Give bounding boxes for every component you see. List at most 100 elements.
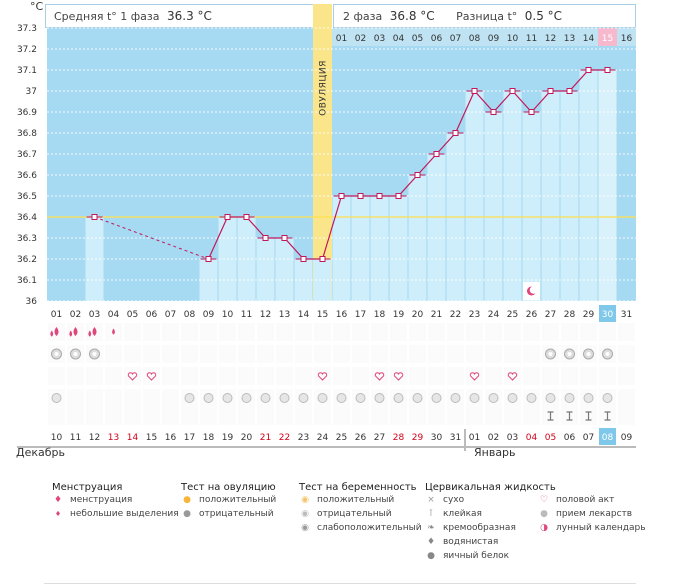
cycle-day-label: 30 bbox=[602, 310, 614, 320]
y-tick-label: 36.5 bbox=[17, 192, 37, 202]
heart-icon bbox=[127, 372, 138, 381]
row-cell bbox=[428, 345, 445, 363]
row-cell bbox=[371, 367, 388, 385]
row-cell bbox=[333, 407, 350, 425]
preg-negative-icon bbox=[412, 393, 423, 403]
row-cell bbox=[276, 367, 293, 385]
cycle-day-label: 02 bbox=[70, 310, 81, 320]
temp-bar bbox=[408, 175, 427, 301]
legend-label: водянистая bbox=[443, 537, 499, 547]
row-cell bbox=[523, 407, 540, 425]
row-cell bbox=[219, 367, 236, 385]
date-label: 16 bbox=[165, 433, 177, 443]
temp-bar bbox=[427, 154, 446, 301]
drop-heavy-icon bbox=[92, 327, 97, 336]
row-cell bbox=[200, 345, 217, 363]
dry-icon: × bbox=[427, 495, 435, 505]
date-label: 29 bbox=[412, 433, 424, 443]
temp-bar bbox=[351, 196, 370, 301]
cycle-day-label: 08 bbox=[184, 310, 196, 320]
date-label: 22 bbox=[279, 433, 290, 443]
date-label: 27 bbox=[374, 433, 385, 443]
row-cell bbox=[485, 345, 502, 363]
month-january: Январь bbox=[474, 446, 516, 459]
y-tick-label: 36.6 bbox=[17, 171, 37, 181]
cycle-day-label: 11 bbox=[241, 310, 252, 320]
temp-point bbox=[376, 193, 383, 199]
ovul-negative-core bbox=[73, 352, 78, 356]
phase1-value: 36.3 °C bbox=[167, 9, 212, 23]
legend-label: половой акт bbox=[556, 495, 615, 505]
date-label: 28 bbox=[393, 433, 405, 443]
row-cell bbox=[618, 345, 635, 363]
row-cell bbox=[200, 407, 217, 425]
y-tick-label: 37.2 bbox=[17, 45, 37, 55]
highlight-day-cell bbox=[599, 305, 616, 322]
row-cell bbox=[219, 407, 236, 425]
cycle-day-label: 12 bbox=[260, 310, 271, 320]
luteal-day-label: 13 bbox=[564, 34, 575, 44]
drop-light-icon bbox=[50, 330, 54, 337]
row-cell bbox=[295, 367, 312, 385]
row-cell bbox=[352, 345, 369, 363]
cycle-day-label: 18 bbox=[374, 310, 386, 320]
heart-icon bbox=[469, 372, 480, 381]
temp-point bbox=[205, 256, 212, 262]
legend-dry: × сухо bbox=[425, 495, 464, 505]
row-cell bbox=[124, 389, 141, 407]
row-cell bbox=[352, 367, 369, 385]
preg-negative-icon: ◉ bbox=[301, 509, 309, 519]
date-label: 23 bbox=[298, 433, 309, 443]
row-cell bbox=[257, 345, 274, 363]
row-cell bbox=[447, 367, 464, 385]
highlight-date-cell bbox=[599, 428, 616, 445]
legend-menstruation: ♦ менструация bbox=[52, 495, 132, 505]
temp-bar bbox=[275, 238, 294, 301]
luteal-day-label: 07 bbox=[450, 34, 461, 44]
row-cell bbox=[200, 323, 217, 341]
preg-negative-icon bbox=[260, 393, 271, 403]
legend-creamy: ❧ кремообразная bbox=[425, 523, 516, 533]
bbt-chart: 36 36.1 36.2 36.3 36.4 36.5 36.6 36.7 36.8 36.9 37… bbox=[17, 4, 636, 451]
drop-light-icon: ♦ bbox=[54, 510, 62, 518]
legend-watery: ♦ водянистая bbox=[425, 537, 498, 547]
preg-negative-icon bbox=[336, 393, 347, 403]
cycle-day-label: 19 bbox=[393, 310, 405, 320]
row-cell bbox=[504, 345, 521, 363]
sticky-icon bbox=[547, 411, 554, 421]
ovulation-label: ОВУЛЯЦИЯ bbox=[319, 60, 329, 116]
preg-negative-icon bbox=[298, 393, 309, 403]
legend-label: кремообразная bbox=[443, 523, 516, 533]
cycle-day-label: 01 bbox=[51, 310, 62, 320]
row-cell bbox=[86, 389, 103, 407]
row-cell bbox=[542, 323, 559, 341]
y-tick-label: 36.2 bbox=[17, 255, 37, 265]
row-cell bbox=[124, 407, 141, 425]
row-cell bbox=[143, 345, 160, 363]
temp-bar bbox=[256, 238, 275, 301]
date-label: 11 bbox=[70, 433, 81, 443]
y-tick-label: 36.3 bbox=[17, 234, 37, 244]
row-cell bbox=[409, 345, 426, 363]
row-cell bbox=[523, 345, 540, 363]
date-label: 07 bbox=[583, 433, 594, 443]
row-cell bbox=[276, 345, 293, 363]
date-label: 31 bbox=[450, 433, 461, 443]
row-cell bbox=[143, 389, 160, 407]
preg-positive-icon: ◉ bbox=[301, 495, 309, 505]
preg-negative-icon bbox=[203, 393, 214, 403]
date-label: 24 bbox=[317, 433, 329, 443]
row-cell bbox=[447, 323, 464, 341]
bottom-divider bbox=[44, 583, 636, 584]
heart-icon bbox=[317, 372, 328, 381]
date-label: 13 bbox=[108, 433, 119, 443]
row-cell bbox=[352, 407, 369, 425]
row-cell bbox=[124, 345, 141, 363]
row-cell bbox=[333, 345, 350, 363]
y-tick-label: 37 bbox=[26, 87, 37, 97]
legend-label: слабоположительный bbox=[317, 523, 422, 533]
row-cell bbox=[390, 345, 407, 363]
cycle-day-label: 14 bbox=[298, 310, 310, 320]
row-cell bbox=[257, 323, 274, 341]
temp-bar bbox=[313, 259, 332, 301]
